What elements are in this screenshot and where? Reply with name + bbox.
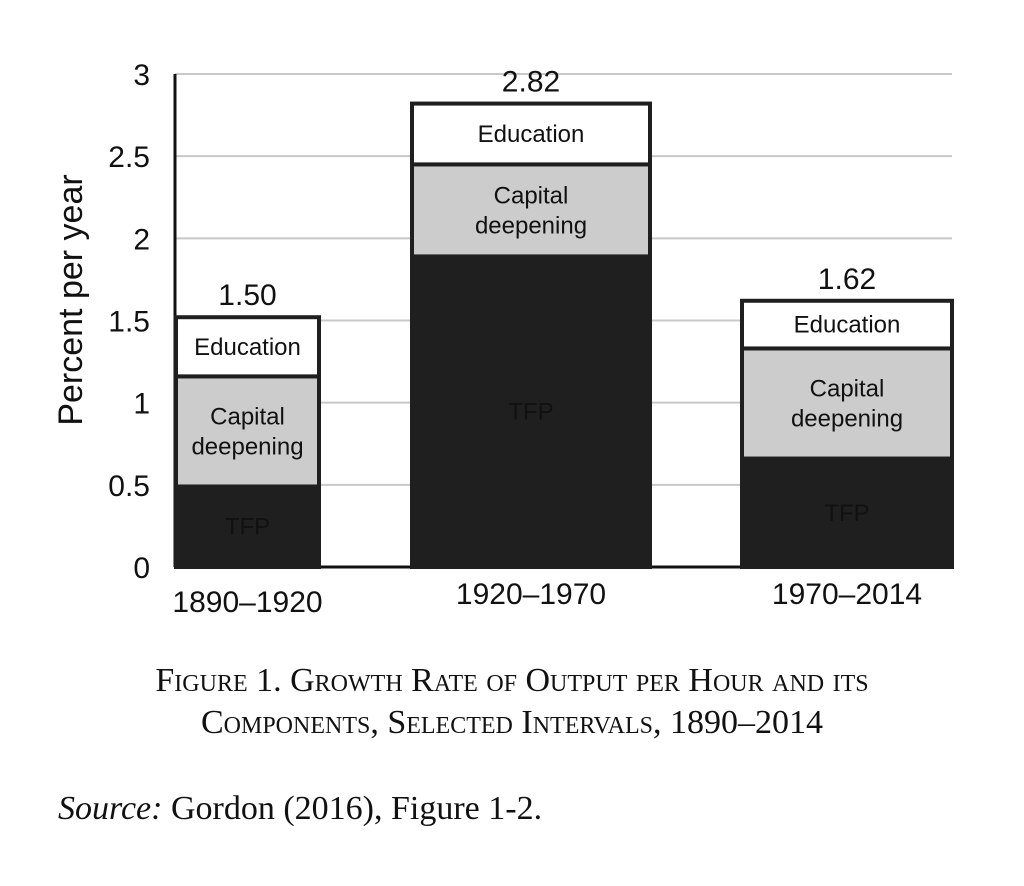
- segment-label: TFP: [824, 500, 869, 527]
- labels: TFP Capital deepening Education 1.50 1890–192…: [172, 66, 922, 619]
- segment-label: TFP: [225, 514, 270, 541]
- bar-total-label: 1.50: [218, 279, 276, 312]
- segment-label: TFP: [508, 399, 553, 426]
- bar-segment: [410, 162, 652, 259]
- segment-label: Education: [478, 121, 585, 148]
- segment-label: Education: [794, 312, 901, 339]
- bar-segment: [740, 346, 954, 461]
- y-tick-label: 1: [133, 388, 150, 421]
- y-tick-label: 2.5: [108, 141, 150, 174]
- y-tick-label: 1.5: [108, 306, 150, 339]
- y-tick-label: 0.5: [108, 470, 150, 503]
- bar-segment: [410, 101, 652, 167]
- y-axis-label: Percent per year: [52, 174, 90, 425]
- segment-label: Education: [194, 334, 301, 361]
- stacked-bar-chart: 0 0.5 1 1.5 2 2.5 3 TFP Capital deepening Educati…: [52, 59, 954, 619]
- x-category-label: 1970–2014: [772, 578, 922, 611]
- segment-label: Capital deepening: [791, 375, 903, 432]
- bar-total-label: 2.82: [502, 66, 560, 99]
- bar-segment: [174, 484, 321, 569]
- y-tick-label: 0: [133, 552, 150, 585]
- source-text: Gordon (2016), Figure 1-2.: [162, 790, 543, 827]
- bar-segment: [740, 298, 954, 351]
- bar-segment: [174, 374, 321, 489]
- bar-segment: [410, 254, 652, 569]
- source-label: Source:: [58, 790, 163, 827]
- segment-label: Capital deepening: [191, 403, 303, 460]
- y-tick-label: 2: [133, 223, 150, 256]
- x-category-label: 1920–1970: [456, 578, 606, 611]
- segment-label: Capital deepening: [475, 182, 587, 239]
- x-category-label: 1890–1920: [172, 586, 322, 619]
- source-note: Source: Gordon (2016), Figure 1-2.: [58, 790, 542, 828]
- figure-caption-line-1: Figure 1. Growth Rate of Output per Hour…: [155, 662, 869, 699]
- figure-caption-line-2: Components, Selected Intervals, 1890–201…: [200, 704, 824, 741]
- bar-segment: [174, 315, 321, 379]
- y-tick-label: 3: [133, 59, 150, 92]
- bars: [174, 101, 954, 570]
- bar-total-label: 1.62: [818, 263, 876, 296]
